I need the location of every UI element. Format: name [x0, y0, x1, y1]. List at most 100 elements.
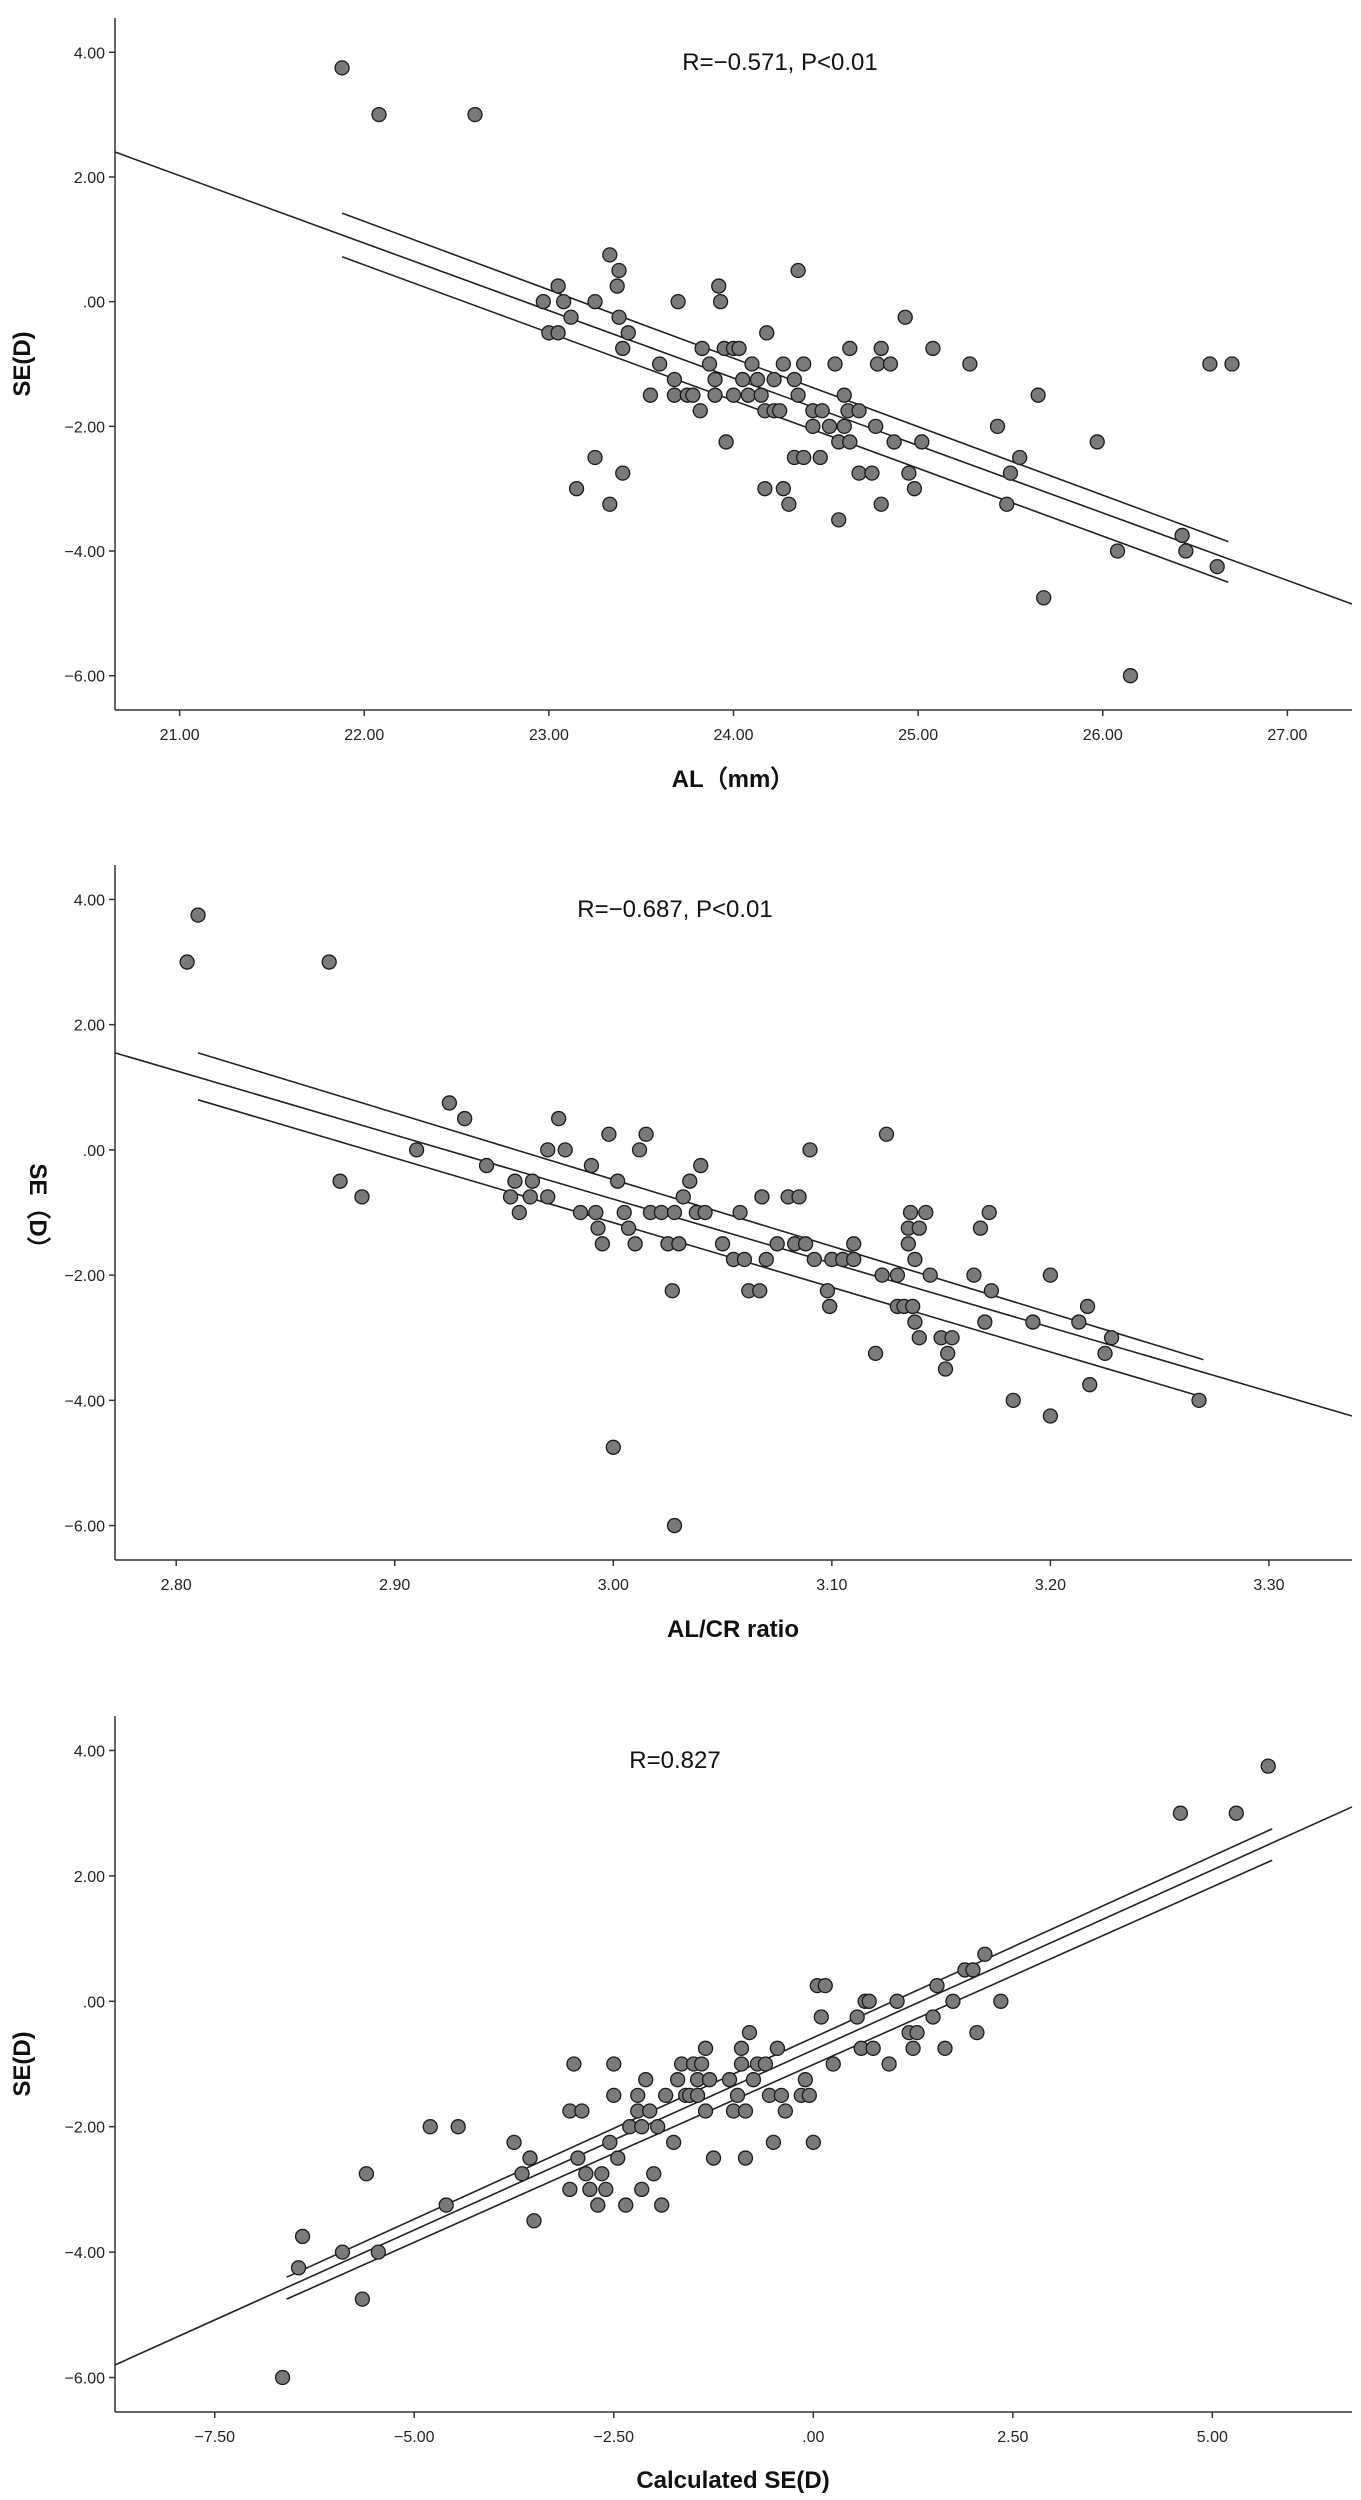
data-point — [929, 1977, 945, 1994]
data-point — [865, 2040, 881, 2056]
data-point — [693, 2056, 710, 2072]
data-point — [666, 1517, 683, 1534]
y-ticks-2: 4.00 2.00 .00 −2.00 −4.00 −6.00 — [65, 892, 115, 1536]
x-tick-label: −2.50 — [594, 2429, 635, 2446]
data-point — [354, 2291, 371, 2307]
y-tick-label: −6.00 — [65, 2371, 106, 2388]
data-point — [836, 387, 852, 403]
data-point — [1172, 1805, 1189, 1821]
data-point — [1174, 527, 1190, 544]
data-point — [1191, 1392, 1207, 1408]
x-tick-label: 23.00 — [529, 727, 569, 744]
regression-line-2 — [114, 1052, 1353, 1417]
data-point — [650, 2119, 666, 2135]
data-point — [694, 340, 710, 357]
data-point — [666, 1204, 683, 1221]
data-point — [701, 356, 718, 372]
data-point — [562, 2181, 578, 2198]
data-point — [886, 434, 902, 450]
data-point — [769, 1236, 785, 1252]
data-point — [867, 1345, 884, 1362]
data-point — [966, 1267, 982, 1283]
data-point — [457, 1110, 473, 1127]
x-tick-label: 3.30 — [1253, 1577, 1284, 1594]
fit-lines-2 — [114, 1052, 1353, 1417]
data-point — [911, 1330, 927, 1346]
data-point — [981, 1204, 997, 1221]
x-tick-label: −5.00 — [394, 2429, 435, 2446]
data-point — [937, 1361, 954, 1377]
data-point — [869, 356, 886, 372]
data-point — [422, 2119, 438, 2135]
data-point — [914, 434, 930, 450]
data-point — [358, 2166, 375, 2182]
data-point — [962, 356, 978, 372]
data-point — [851, 403, 867, 419]
data-point — [190, 907, 206, 923]
data-point — [772, 403, 788, 419]
data-point — [594, 1236, 611, 1252]
data-point — [646, 2166, 662, 2182]
data-point — [775, 356, 791, 372]
ci-upper-line-1 — [341, 212, 1229, 543]
points-2 — [179, 907, 1207, 1534]
x-tick-label: 25.00 — [898, 727, 938, 744]
data-point — [777, 2103, 794, 2119]
y-tick-label: −2.00 — [65, 1268, 106, 1285]
data-point — [874, 1267, 890, 1283]
data-point — [873, 340, 889, 357]
data-point — [1002, 465, 1019, 481]
data-point — [775, 481, 791, 497]
y-tick-label: 4.00 — [74, 45, 105, 62]
data-point — [1025, 1314, 1041, 1330]
ci-lower-line-3 — [286, 1859, 1273, 2300]
data-point — [620, 325, 636, 341]
data-point — [1012, 449, 1028, 466]
data-point — [731, 340, 747, 357]
data-point — [831, 512, 847, 528]
data-point — [900, 1236, 916, 1252]
data-point — [658, 2087, 674, 2104]
data-point — [754, 1189, 770, 1205]
data-point — [441, 1095, 458, 1111]
data-point — [759, 325, 775, 341]
data-point — [725, 387, 742, 403]
data-point — [749, 371, 766, 388]
data-point — [693, 1157, 709, 1174]
x-tick-label: 26.00 — [1083, 727, 1123, 744]
y-tick-label: −2.00 — [65, 2120, 106, 2137]
data-point — [901, 465, 917, 481]
data-point — [940, 1345, 956, 1362]
data-point — [568, 481, 585, 497]
data-point — [825, 2056, 841, 2072]
data-point — [582, 2181, 598, 2198]
x-tick-label: 22.00 — [344, 727, 384, 744]
data-point — [1224, 356, 1240, 372]
data-point — [989, 418, 1006, 434]
data-point — [744, 356, 760, 372]
data-point — [654, 2197, 670, 2213]
data-point — [522, 2150, 538, 2166]
data-point — [511, 1204, 527, 1221]
data-point — [630, 2087, 646, 2104]
x-ticks-2: 2.80 2.90 3.00 3.10 3.20 3.30 — [161, 1560, 1285, 1594]
data-point — [370, 2244, 387, 2260]
data-point — [902, 1204, 919, 1221]
y-tick-label: .00 — [83, 295, 105, 312]
data-point — [618, 2197, 634, 2213]
data-point — [718, 434, 734, 450]
data-point — [1042, 1408, 1059, 1424]
data-point — [1036, 590, 1052, 606]
data-point — [642, 2103, 658, 2119]
data-point — [1260, 1758, 1276, 1774]
data-point — [745, 2072, 762, 2088]
data-point — [670, 294, 686, 310]
x-axis-label-1: AL（mm） — [672, 766, 795, 793]
data-point — [945, 1993, 961, 2009]
data-point — [642, 387, 659, 403]
data-point — [881, 2056, 897, 2072]
data-point — [796, 356, 812, 372]
x-tick-label: 27.00 — [1267, 727, 1307, 744]
data-point — [906, 481, 923, 497]
